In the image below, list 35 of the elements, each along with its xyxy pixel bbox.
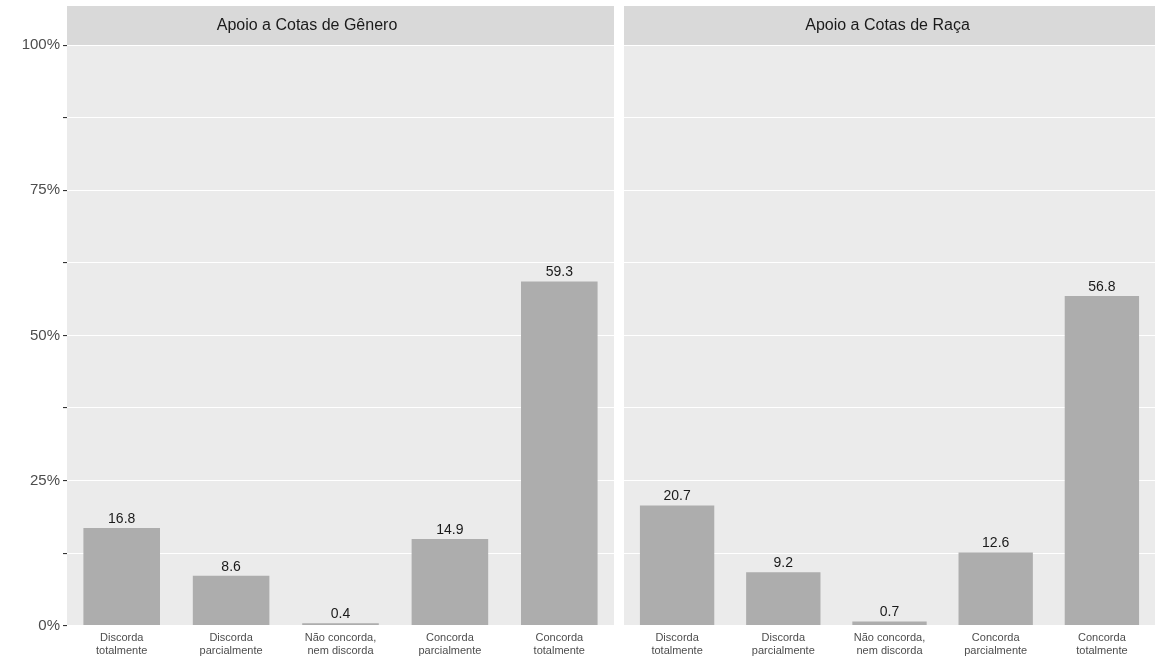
data-label: 9.2	[773, 554, 794, 571]
bar	[639, 505, 715, 626]
x-tick-label: Discorda totalmente	[651, 631, 703, 657]
data-label: 56.8	[1088, 277, 1116, 294]
x-tick-label: Discorda parcialmente	[751, 631, 815, 657]
bar	[746, 572, 821, 626]
data-label: 16.8	[108, 509, 136, 526]
bar	[83, 528, 160, 626]
x-tick-label: Concorda parcialmente	[418, 631, 482, 657]
data-label: 8.6	[221, 557, 242, 574]
y-tick-label: 0%	[38, 615, 60, 633]
x-tick-label: Concorda totalmente	[533, 631, 585, 657]
data-label: 20.7	[663, 487, 691, 504]
x-tick-label: Concorda parcialmente	[964, 631, 1028, 657]
data-label: 0.7	[879, 603, 900, 620]
bar	[521, 281, 598, 626]
data-label: 14.9	[436, 520, 464, 537]
data-label: 12.6	[982, 534, 1010, 551]
y-tick-label: 75%	[29, 180, 60, 198]
x-tick-label: Não concorda, nem discorda	[304, 631, 377, 657]
chart-title: Apoio a Cotas de Raça	[805, 16, 970, 34]
y-tick-label: 25%	[29, 470, 60, 488]
x-tick-label: Concorda totalmente	[1076, 631, 1128, 657]
x-tick-label: Discorda parcialmente	[199, 631, 263, 657]
y-tick-label: 50%	[29, 325, 60, 343]
data-label: 0.4	[330, 605, 351, 622]
bar	[411, 539, 489, 626]
x-tick-label: Discorda totalmente	[96, 631, 148, 657]
bar	[1064, 295, 1140, 626]
y-tick-label: 100%	[21, 35, 60, 53]
chart-title: Apoio a Cotas de Gênero	[216, 16, 398, 34]
bar	[192, 575, 270, 626]
x-tick-label: Não concorda, nem discorda	[853, 631, 926, 657]
data-label: 59.3	[545, 263, 574, 280]
bar	[958, 552, 1033, 626]
